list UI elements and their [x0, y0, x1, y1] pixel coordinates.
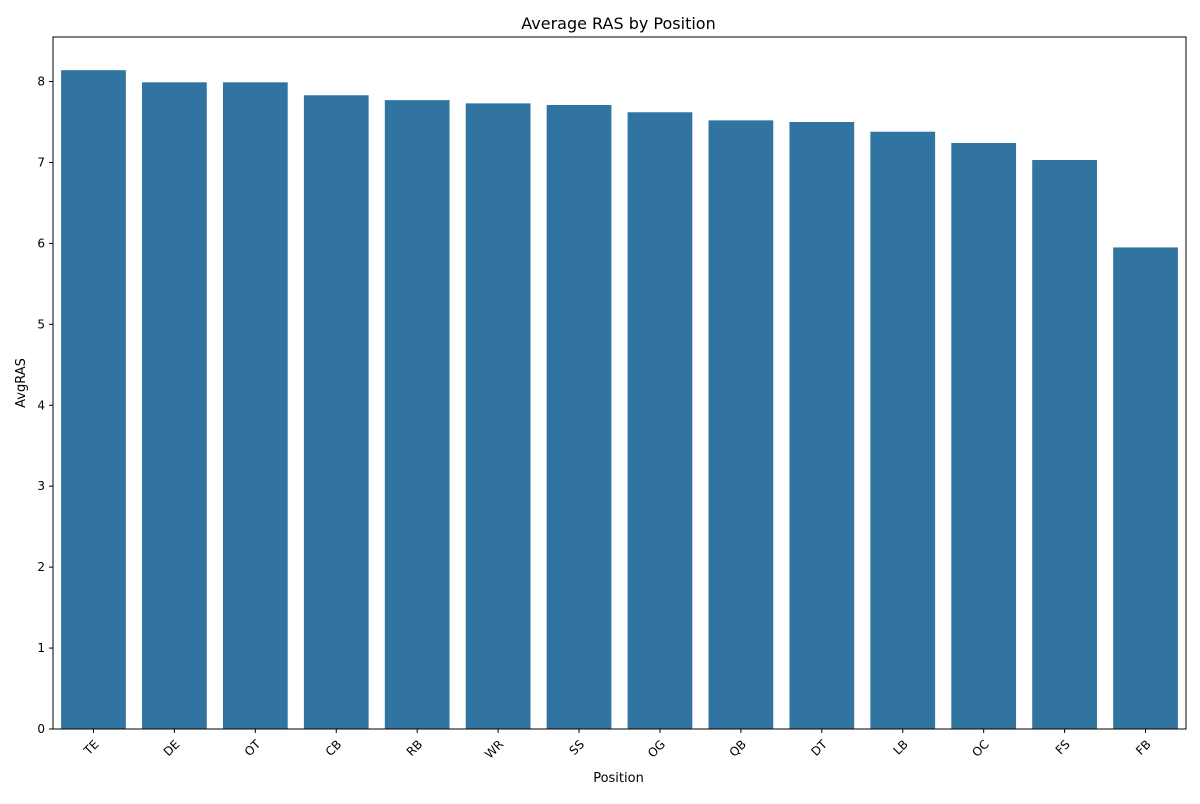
chart-title: Average RAS by Position	[521, 14, 715, 33]
x-axis-label: Position	[593, 771, 644, 786]
bars-group	[61, 70, 1178, 730]
y-tick-label: 4	[37, 398, 45, 412]
bar-og	[627, 112, 693, 730]
x-tick-label-fs: FS	[1053, 737, 1073, 757]
bar-ss	[546, 104, 612, 729]
bar-oc	[951, 143, 1017, 729]
x-tick-label-wr: WR	[482, 737, 506, 761]
bar-cb	[303, 95, 369, 729]
x-tick-label-qb: QB	[727, 737, 749, 759]
y-tick-label: 0	[37, 722, 45, 736]
x-tick-label-lb: LB	[890, 737, 910, 757]
bar-de	[142, 82, 207, 729]
x-tick-label-rb: RB	[404, 737, 426, 759]
bar-wr	[465, 103, 531, 729]
y-tick-label: 8	[37, 75, 45, 89]
bar-fb	[1113, 247, 1178, 730]
y-tick-label: 1	[37, 641, 45, 655]
x-tick-label-ot: OT	[242, 737, 264, 759]
x-axis: TE DE OT CB RB WR SS OG QB DT LB OC FS FB	[80, 729, 1154, 761]
bar-lb	[870, 131, 936, 730]
x-tick-label-de: DE	[161, 737, 183, 759]
x-tick-label-dt: DT	[808, 737, 830, 759]
x-tick-label-ss: SS	[566, 737, 587, 758]
y-tick-label: 3	[37, 479, 45, 493]
y-axis-label: AvgRAS	[14, 358, 29, 408]
y-tick-label: 6	[37, 236, 45, 250]
x-tick-label-fb: FB	[1133, 737, 1154, 758]
y-axis: 0 1 2 3 4 5 6 7 8	[37, 75, 53, 736]
x-tick-label-oc: OC	[969, 737, 992, 760]
bar-rb	[384, 100, 450, 729]
bar-te	[61, 70, 126, 730]
y-tick-label: 2	[37, 560, 45, 574]
bar-dt	[789, 121, 855, 730]
y-tick-label: 7	[37, 155, 45, 169]
bar-qb	[708, 120, 774, 729]
plot-frame	[52, 36, 1187, 730]
x-tick-label-cb: CB	[323, 737, 345, 759]
x-tick-label-og: OG	[645, 737, 668, 760]
bar-fs	[1032, 160, 1097, 729]
y-tick-label: 5	[37, 317, 45, 331]
x-tick-label-te: TE	[80, 737, 101, 758]
bar-ot	[222, 82, 288, 729]
